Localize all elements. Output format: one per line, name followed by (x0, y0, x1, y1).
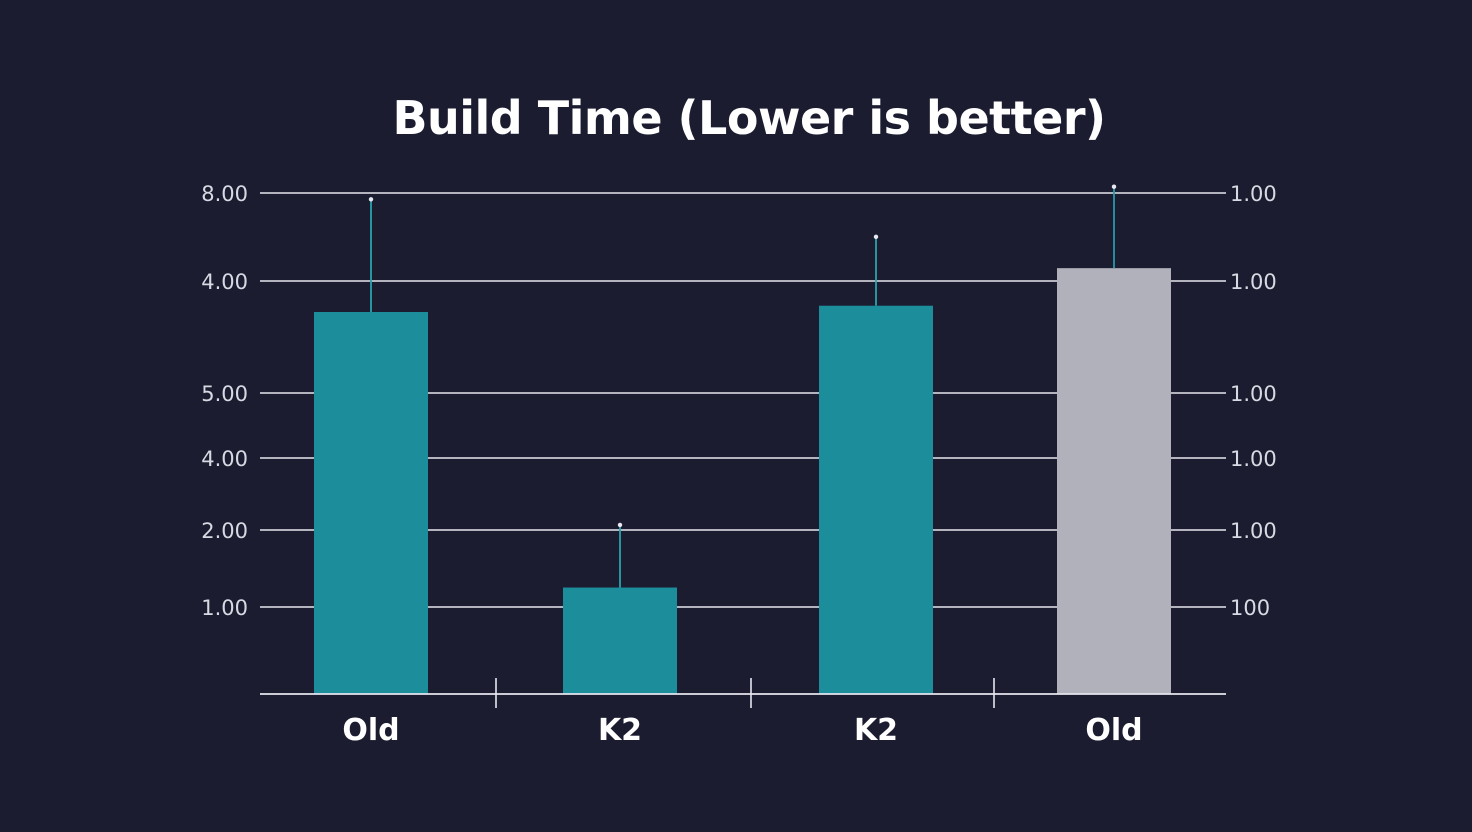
right-tick-label: 100 (1230, 596, 1270, 620)
x-axis (260, 678, 1226, 708)
bar-2 (563, 587, 677, 694)
error-cap-dot (368, 197, 374, 202)
left-tick-label: 4.00 (201, 447, 248, 471)
error-cap-dot (617, 522, 623, 528)
left-tick-label: 1.00 (201, 596, 248, 620)
right-tick-label: 1.00 (1230, 182, 1277, 206)
chart-title: Build Time (Lower is better) (392, 91, 1105, 145)
right-tick-label: 1.00 (1230, 270, 1277, 294)
error-cap-dot (1111, 184, 1117, 189)
category-label: Old (342, 713, 399, 748)
left-tick-label: 5.00 (201, 382, 248, 406)
left-tick-label: 2.00 (201, 519, 248, 543)
right-tick-label: 1.00 (1230, 519, 1277, 543)
category-label: Old (1085, 713, 1142, 748)
right-axis: 100 1.00 1.00 1.00 1.00 1.00 (1230, 182, 1277, 620)
error-cap-dot (873, 234, 879, 240)
bar-4 (1057, 268, 1171, 694)
bars (314, 268, 1171, 694)
error-bars (368, 184, 1117, 588)
left-axis: 1.00 2.00 4.00 5.00 4.00 8.00 (201, 182, 248, 620)
category-label: K2 (854, 713, 898, 748)
category-labels: Old K2 K2 Old (342, 713, 1142, 748)
bar-1 (314, 311, 428, 694)
bar-3 (819, 305, 933, 694)
right-tick-label: 1.00 (1230, 382, 1277, 406)
left-tick-label: 4.00 (201, 270, 248, 294)
right-tick-label: 1.00 (1230, 447, 1277, 471)
left-tick-label: 8.00 (201, 182, 248, 206)
category-label: K2 (598, 713, 642, 748)
